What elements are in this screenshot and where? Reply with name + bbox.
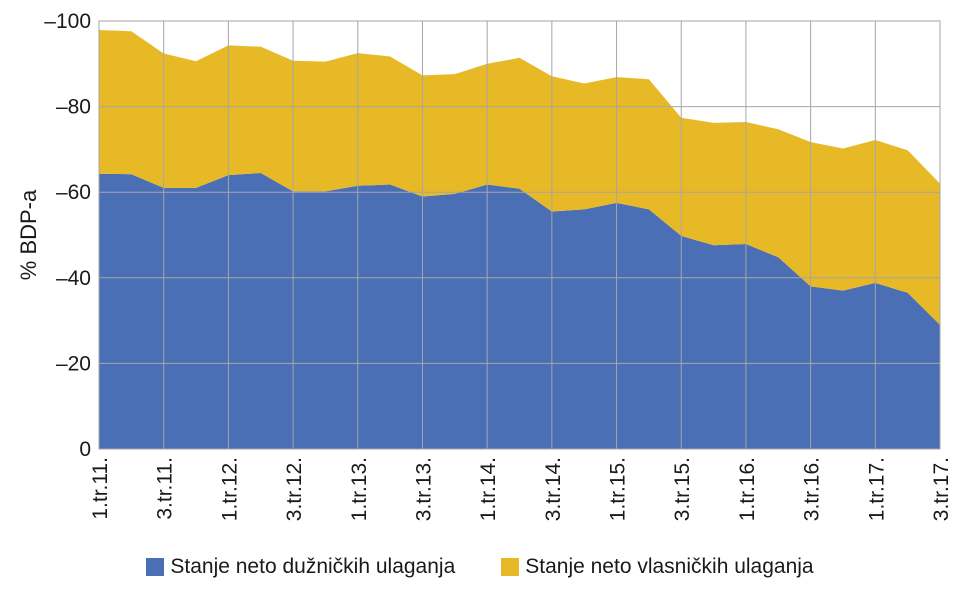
x-tick-label: 1.tr.16. xyxy=(736,457,759,521)
y-tick-label: –80 xyxy=(56,96,91,119)
area-layer xyxy=(99,29,940,449)
x-tick-label: 3.tr.15. xyxy=(671,457,694,521)
x-tick-label: 3.tr.14. xyxy=(542,457,565,521)
legend-swatch-equity xyxy=(501,558,520,576)
area-series-1 xyxy=(99,29,940,325)
x-tick-label: 1.tr.13. xyxy=(348,457,371,521)
legend-item-equity: Stanje neto vlasničkih ulaganja xyxy=(501,555,814,579)
legend-swatch-debt xyxy=(146,558,165,576)
y-tick-label: –100 xyxy=(44,10,91,33)
x-tick-label: 1.tr.17. xyxy=(865,457,888,521)
area-series-0 xyxy=(99,172,940,449)
y-tick-label: –60 xyxy=(56,181,91,204)
legend-label-equity: Stanje neto vlasničkih ulaganja xyxy=(525,555,814,578)
x-tick-label: 1.tr.15. xyxy=(607,457,630,521)
x-tick-label: 3.tr.17. xyxy=(930,457,953,521)
x-tick-label: 1.tr.14. xyxy=(477,457,500,521)
x-tick-label: 3.tr.13. xyxy=(412,457,435,521)
x-tick-label: 3.tr.16. xyxy=(801,457,824,521)
plot-frame xyxy=(98,20,941,450)
x-tick-label: 1.tr.11. xyxy=(89,457,112,520)
legend: Stanje neto dužničkih ulaganja Stanje ne… xyxy=(0,555,960,579)
x-tick-label: 1.tr.12. xyxy=(218,457,241,521)
x-tick-label: 3.tr.11. xyxy=(154,457,177,520)
y-tick-label: –20 xyxy=(56,352,91,375)
legend-item-debt: Stanje neto dužničkih ulaganja xyxy=(146,555,455,579)
x-tick-label: 3.tr.12. xyxy=(283,457,306,521)
y-axis-title: % BDP-a xyxy=(16,189,41,280)
grid-layer xyxy=(98,20,941,450)
legend-label-debt: Stanje neto dužničkih ulaganja xyxy=(170,555,456,578)
y-tick-label: –40 xyxy=(56,267,91,290)
tick-layer: 0 –20 –40 –60 –80 –100 1.tr.11. 3.tr.11. 1.tr.12… xyxy=(44,10,953,521)
y-tick-label: 0 xyxy=(79,438,91,461)
